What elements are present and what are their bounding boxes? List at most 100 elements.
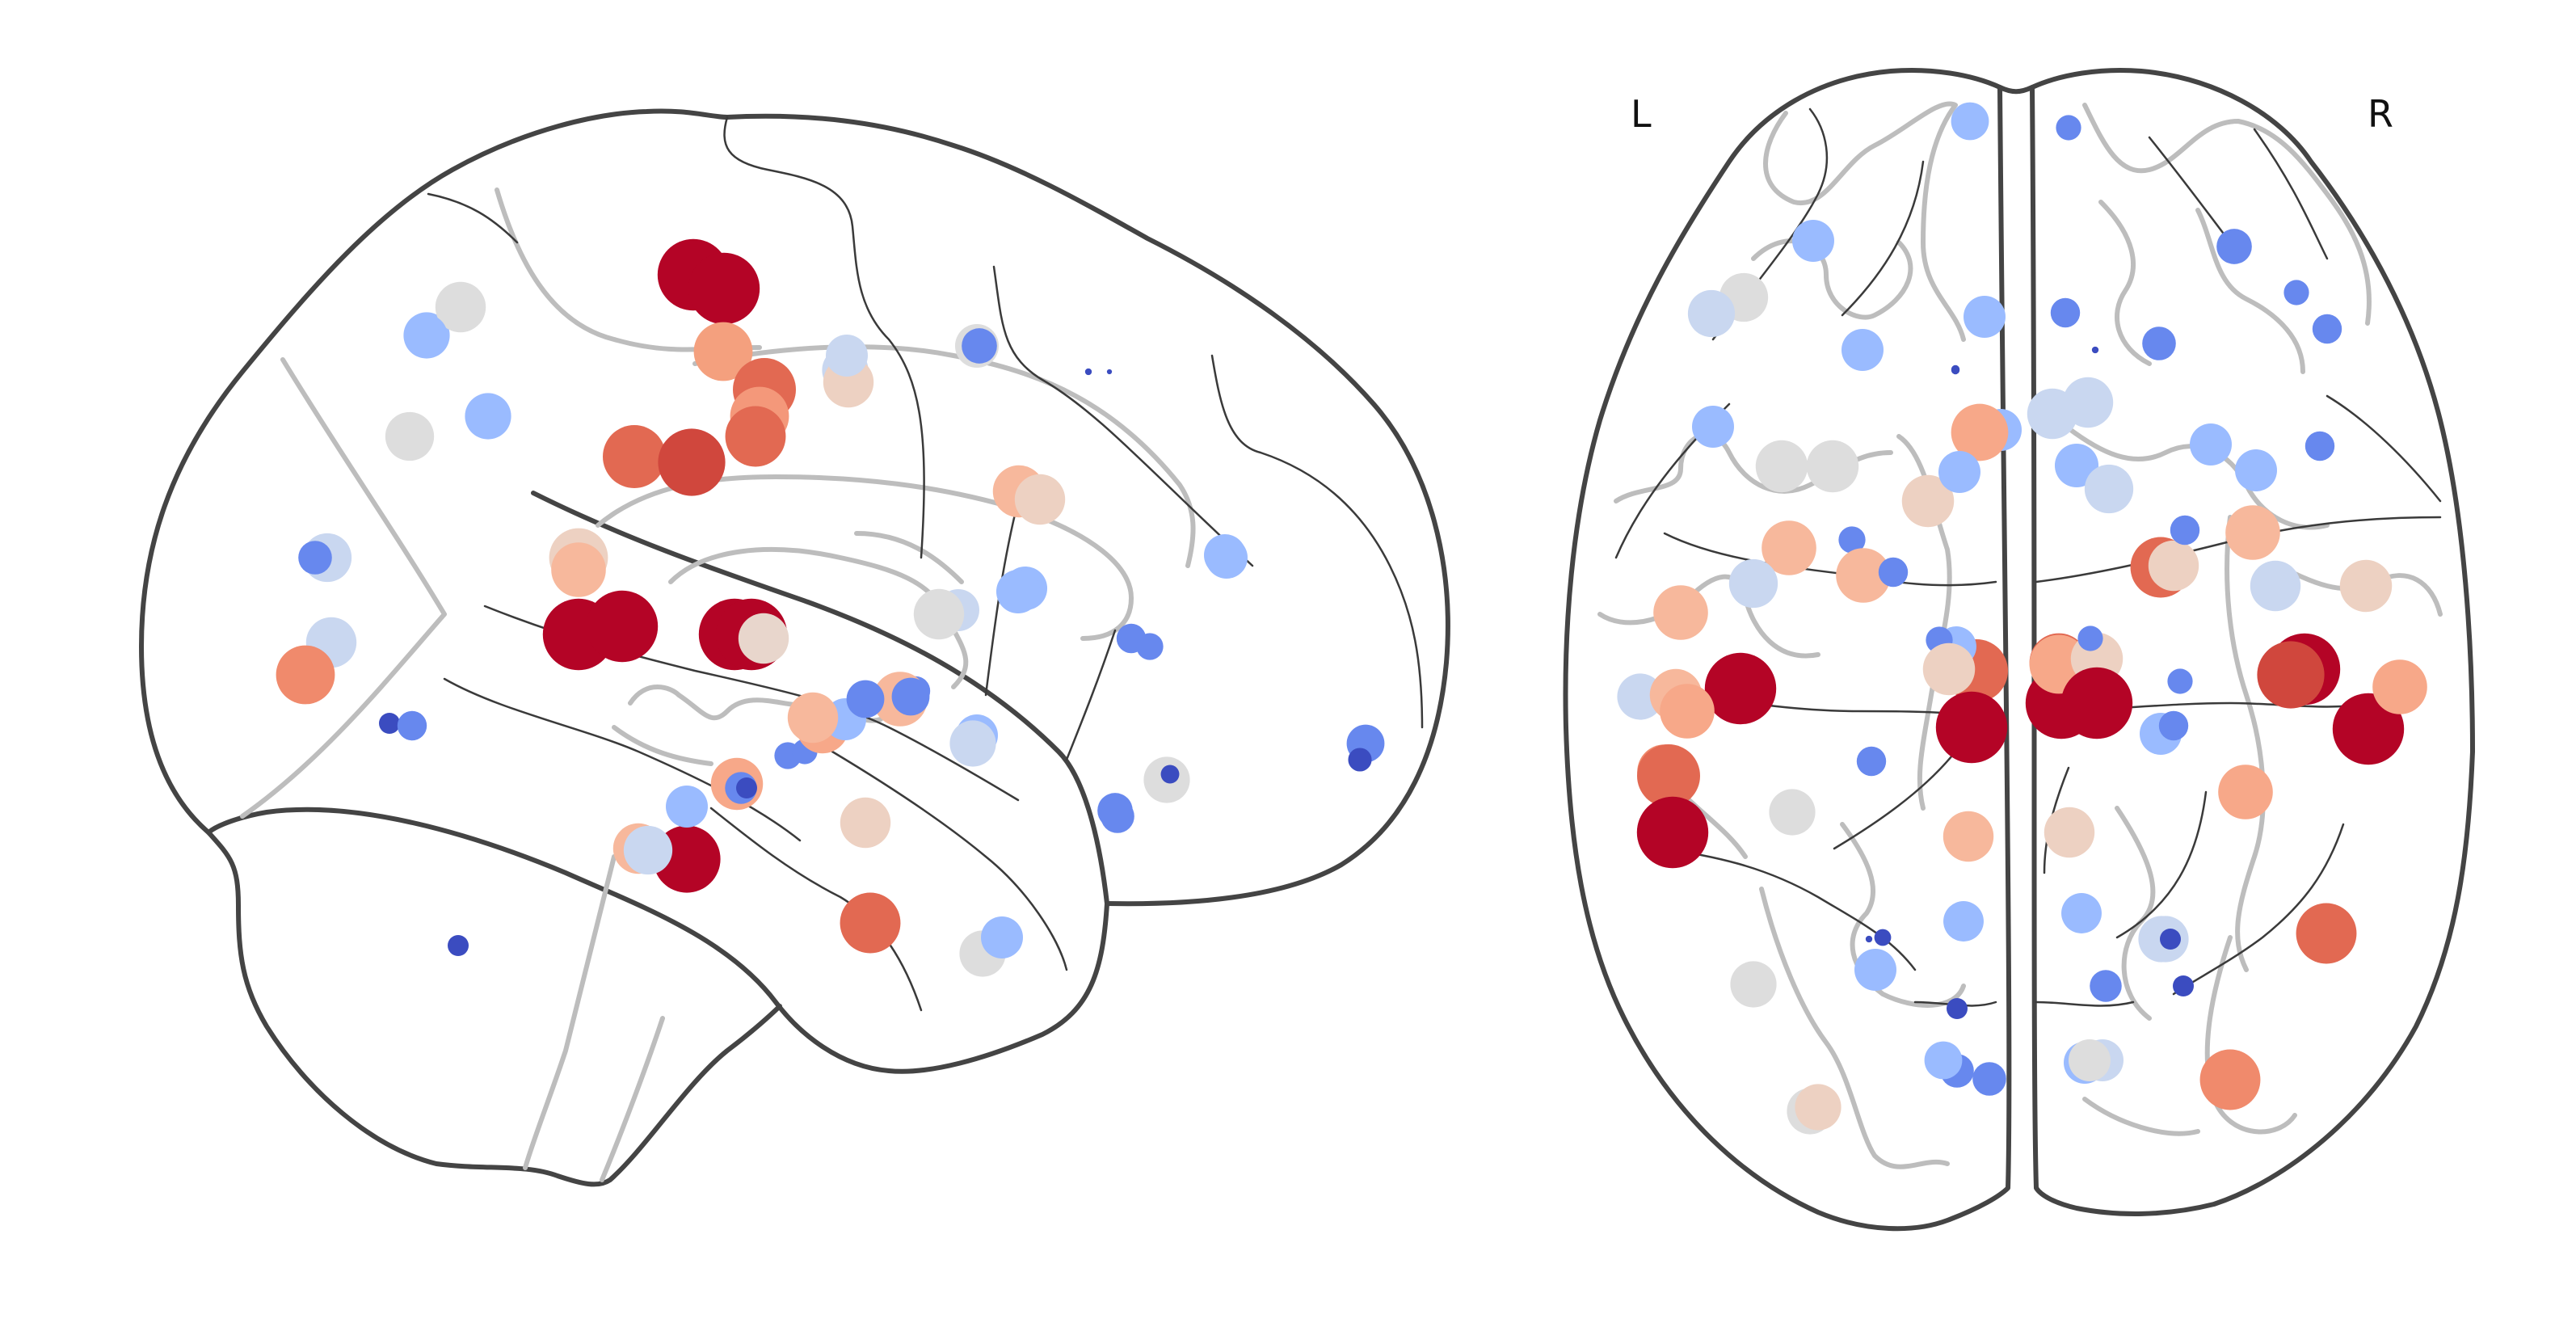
axial-node xyxy=(1792,220,1834,262)
left-hemisphere-label: L xyxy=(1631,92,1652,136)
sagittal-lateral-fissure xyxy=(531,491,1109,906)
axial-node xyxy=(1653,585,1708,640)
sagittal-node xyxy=(465,393,511,440)
sagittal-node xyxy=(1106,369,1113,375)
axial-node xyxy=(2305,431,2335,461)
axial-node xyxy=(2332,693,2405,765)
axial-node xyxy=(2216,229,2252,264)
sagittal-node xyxy=(787,692,839,744)
axial-node xyxy=(2091,346,2099,354)
axial-node xyxy=(1762,520,1816,575)
axial-node xyxy=(2044,807,2095,858)
axial-node xyxy=(2148,540,2199,592)
axial-node-layer xyxy=(1617,102,2427,1135)
axial-node xyxy=(2235,449,2277,491)
axial-node xyxy=(2090,970,2122,1002)
axial-node xyxy=(1660,684,1715,739)
axial-node xyxy=(1755,440,1808,493)
axial-node xyxy=(2056,115,2081,141)
sagittal-node xyxy=(1014,474,1066,525)
sagittal-node xyxy=(826,335,868,377)
axial-node xyxy=(1856,746,1887,777)
sagittal-node xyxy=(551,542,606,597)
sagittal-node xyxy=(448,935,469,956)
axial-node xyxy=(1874,929,1892,946)
sagittal-node xyxy=(725,406,786,467)
sagittal-node xyxy=(913,588,965,640)
axial-node xyxy=(1943,901,1984,942)
sagittal-node xyxy=(840,892,901,954)
axial-node xyxy=(2170,515,2200,546)
axial-node xyxy=(1878,557,1909,588)
axial-node xyxy=(1842,329,1884,371)
sagittal-node xyxy=(962,328,997,364)
axial-node xyxy=(1838,526,1866,554)
axial-node xyxy=(2158,710,2189,741)
axial-node xyxy=(1704,652,1777,725)
axial-node xyxy=(1951,365,1960,375)
axial-node xyxy=(1951,403,2009,461)
axial-node xyxy=(2225,505,2280,560)
axial-node xyxy=(2250,560,2301,612)
axial-left-hemisphere-outline xyxy=(1563,67,2012,1232)
sagittal-brain-outline xyxy=(139,108,1450,907)
sagittal-node xyxy=(693,322,753,381)
axial-node xyxy=(1728,558,1778,609)
axial-node xyxy=(1924,1041,1963,1080)
axial-node xyxy=(1637,744,1700,807)
axial-node xyxy=(1795,1084,1842,1131)
sagittal-node xyxy=(1136,633,1164,660)
sagittal-node xyxy=(949,720,996,767)
sagittal-node xyxy=(1084,368,1092,376)
axial-midline xyxy=(1997,85,2035,95)
axial-node xyxy=(2027,388,2078,440)
axial-node xyxy=(2257,641,2325,709)
sagittal-node xyxy=(397,710,427,741)
sagittal-node xyxy=(623,825,673,875)
axial-node xyxy=(1769,789,1816,836)
axial-node xyxy=(1943,811,1994,862)
axial-node xyxy=(1964,296,2006,338)
sagittal-temporal-outline xyxy=(206,807,1109,1074)
axial-node xyxy=(1947,998,1968,1019)
sagittal-node xyxy=(846,680,885,718)
sagittal-node xyxy=(385,411,435,461)
axial-node xyxy=(1687,289,1736,338)
sagittal-node xyxy=(840,797,891,849)
sagittal-brain-view xyxy=(139,108,1450,1187)
axial-node xyxy=(2050,297,2081,328)
axial-node xyxy=(2054,443,2099,488)
sagittal-node xyxy=(1101,799,1134,833)
sagittal-node xyxy=(1204,534,1246,576)
axial-node xyxy=(2296,903,2357,964)
axial-node xyxy=(1938,451,1980,493)
axial-node xyxy=(2190,423,2232,466)
sagittal-node xyxy=(658,428,726,496)
axial-node xyxy=(1636,796,1709,869)
axial-node xyxy=(1922,642,1976,696)
axial-node xyxy=(1901,474,1955,528)
sagittal-node xyxy=(736,777,757,798)
axial-node xyxy=(1865,935,1873,943)
axial-node xyxy=(2283,280,2309,305)
sagittal-node xyxy=(891,677,930,716)
axial-node xyxy=(2061,893,2102,933)
sagittal-node xyxy=(666,786,708,828)
sagittal-node xyxy=(436,285,482,332)
axial-node xyxy=(2372,659,2427,714)
axial-node xyxy=(1951,102,1989,141)
axial-node xyxy=(2060,667,2133,739)
sagittal-node xyxy=(688,252,760,325)
axial-node xyxy=(2077,626,2103,651)
sagittal-node xyxy=(403,314,448,359)
axial-node xyxy=(2142,326,2176,360)
sagittal-node-layer xyxy=(276,238,1385,977)
sagittal-node xyxy=(603,425,666,488)
axial-node xyxy=(2173,975,2194,996)
sagittal-node xyxy=(276,645,335,705)
sagittal-node xyxy=(379,713,400,734)
axial-node xyxy=(1730,961,1777,1008)
sagittal-node xyxy=(995,569,1041,614)
axial-node xyxy=(1854,949,1896,991)
